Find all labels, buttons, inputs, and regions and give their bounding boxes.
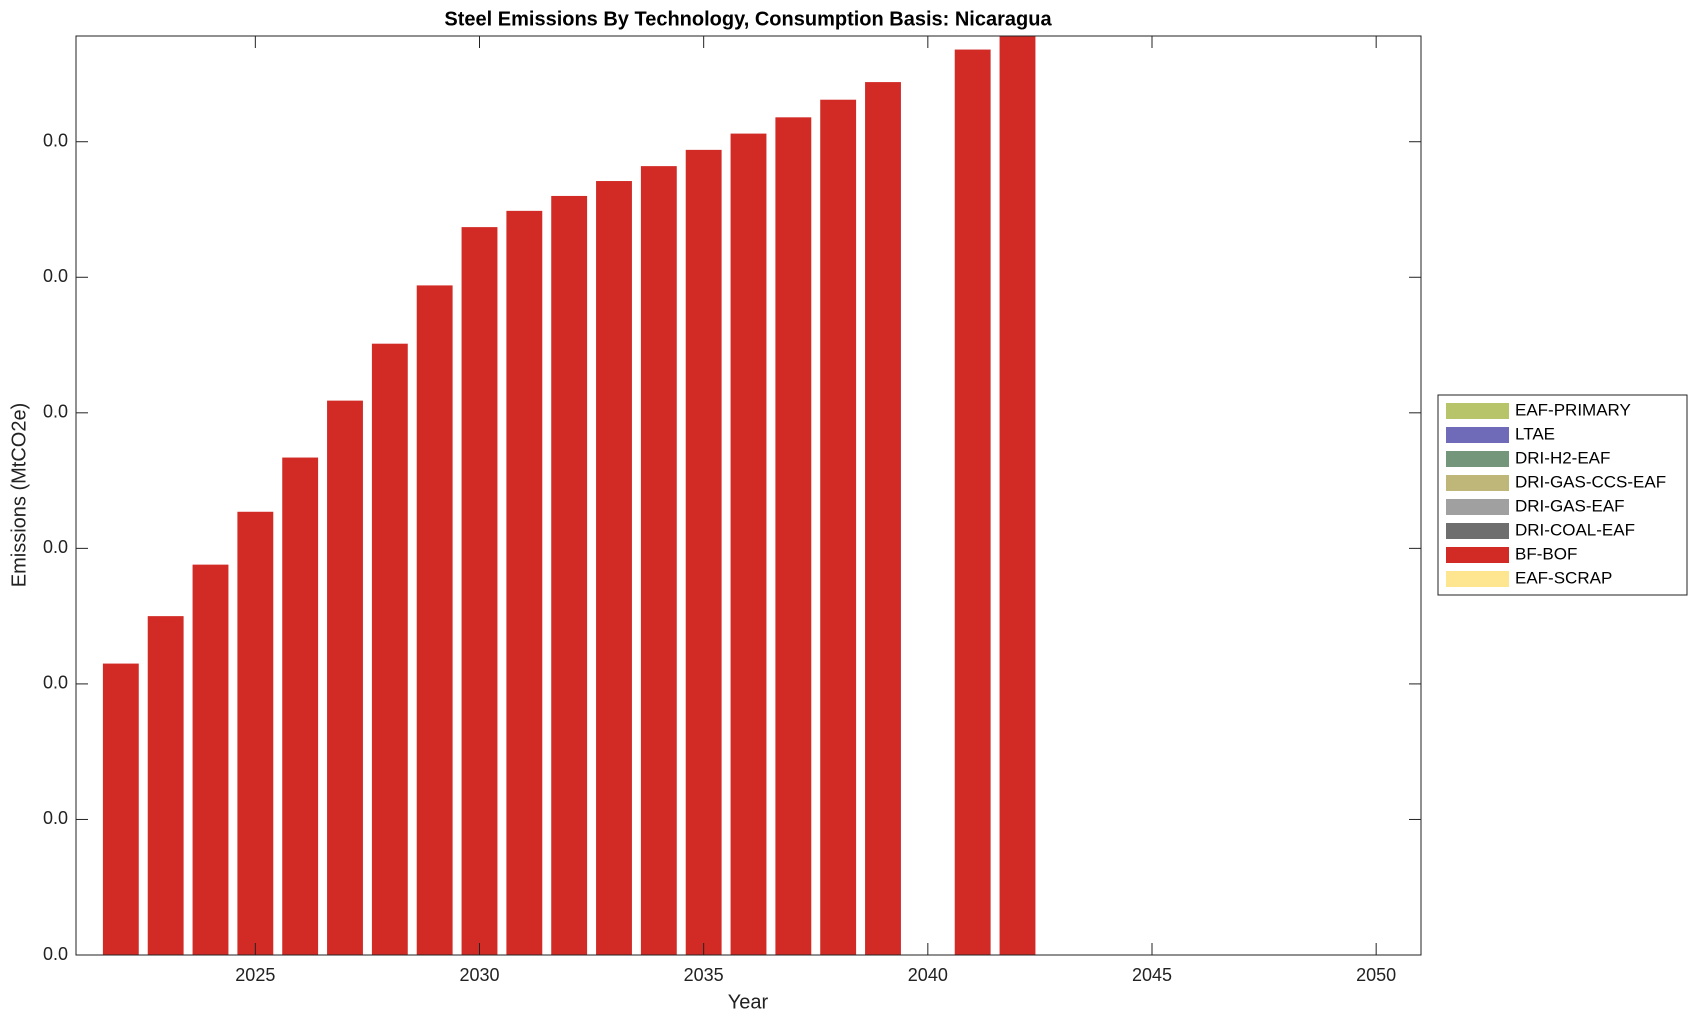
- bar: [775, 117, 812, 955]
- chart-title: Steel Emissions By Technology, Consumpti…: [444, 8, 1052, 30]
- legend-swatch: [1446, 547, 1509, 563]
- x-tick-label: 2045: [1132, 965, 1172, 985]
- bar: [192, 564, 229, 955]
- y-tick-label: 0.0: [43, 130, 68, 150]
- bar: [327, 400, 363, 955]
- legend-swatch: [1446, 403, 1509, 419]
- legend-swatch: [1446, 451, 1509, 467]
- legend-swatch: [1446, 475, 1509, 491]
- bar: [371, 343, 408, 955]
- x-tick-label: 2025: [235, 965, 275, 985]
- legend-label: DRI-GAS-EAF: [1515, 496, 1625, 515]
- bar: [596, 181, 632, 955]
- bar: [685, 149, 722, 955]
- legend-label: DRI-GAS-CCS-EAF: [1515, 472, 1666, 491]
- bars: [102, 36, 1036, 955]
- x-tick-label: 2040: [908, 965, 948, 985]
- bar: [820, 99, 857, 955]
- bar: [461, 227, 498, 955]
- y-axis-label: Emissions (MtCO2e): [8, 403, 30, 587]
- plot-frame: [75, 35, 1422, 956]
- legend-label: BF-BOF: [1515, 544, 1577, 563]
- bar: [282, 457, 319, 955]
- legend-box: [1437, 394, 1688, 596]
- y-tick-label: 0.0: [43, 402, 68, 422]
- x-tick-label: 2030: [459, 965, 499, 985]
- legend-label: DRI-H2-EAF: [1515, 448, 1610, 467]
- y-tick-label: 0.0: [43, 537, 68, 557]
- bar: [551, 195, 588, 955]
- y-tick-label: 0.0: [43, 944, 68, 964]
- bar: [506, 210, 543, 955]
- legend-label: EAF-PRIMARY: [1515, 400, 1631, 419]
- y-tick-label: 0.0: [43, 808, 68, 828]
- x-tick-label: 2035: [684, 965, 724, 985]
- bar: [730, 133, 767, 955]
- legend-label: DRI-COAL-EAF: [1515, 520, 1635, 539]
- bar: [147, 616, 184, 955]
- x-axis-label: Year: [728, 991, 769, 1013]
- bar: [102, 663, 139, 955]
- bar: [999, 36, 1036, 955]
- bar: [954, 49, 991, 955]
- x-tick-label: 2050: [1356, 965, 1396, 985]
- y-tick-label: 0.0: [43, 266, 68, 286]
- legend-label: EAF-SCRAP: [1515, 568, 1612, 587]
- bar: [640, 166, 677, 955]
- legend-swatch: [1446, 499, 1509, 515]
- y-tick-label: 0.0: [43, 673, 68, 693]
- bar: [237, 511, 274, 955]
- bar: [865, 82, 901, 955]
- legend-label: LTAE: [1515, 424, 1555, 443]
- legend-swatch: [1446, 571, 1509, 587]
- legend-swatch: [1446, 523, 1509, 539]
- bar: [416, 285, 453, 955]
- legend-swatch: [1446, 427, 1509, 443]
